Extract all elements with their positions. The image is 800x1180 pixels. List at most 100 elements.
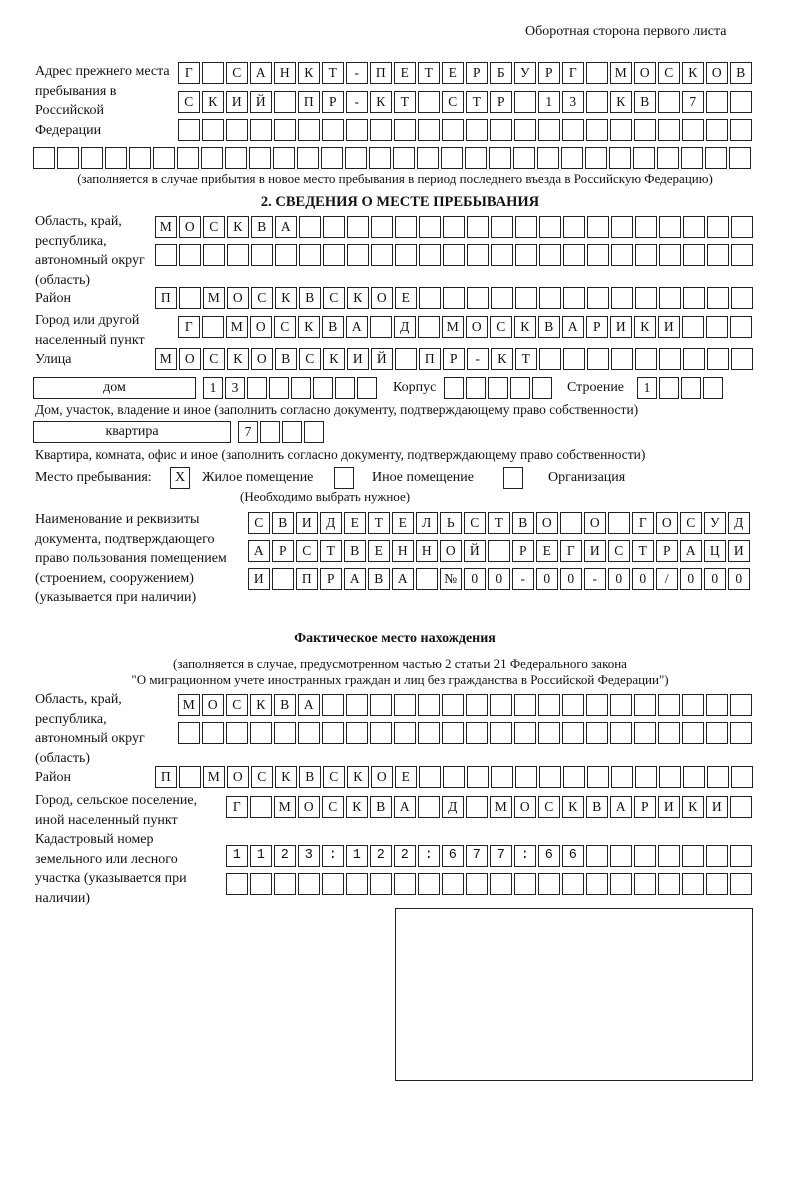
char-cell[interactable] xyxy=(57,147,79,169)
char-cell[interactable] xyxy=(322,722,344,744)
char-cell[interactable]: У xyxy=(514,62,536,84)
char-cell[interactable]: М xyxy=(178,694,200,716)
char-cell[interactable] xyxy=(369,147,391,169)
char-cell[interactable] xyxy=(371,244,393,266)
char-cell[interactable]: В xyxy=(299,287,321,309)
char-cell[interactable]: Е xyxy=(395,766,417,788)
char-cell[interactable] xyxy=(488,377,508,399)
char-cell[interactable] xyxy=(515,244,537,266)
char-cell[interactable]: - xyxy=(346,91,368,113)
char-cell[interactable]: Д xyxy=(394,316,416,338)
char-cell[interactable] xyxy=(514,694,536,716)
char-cell[interactable] xyxy=(658,873,680,895)
char-cell[interactable] xyxy=(539,348,561,370)
char-cell[interactable]: К xyxy=(202,91,224,113)
char-cell[interactable]: - xyxy=(584,568,606,590)
house-type-field[interactable]: дом xyxy=(33,377,196,399)
char-cell[interactable] xyxy=(538,873,560,895)
char-cell[interactable] xyxy=(707,216,729,238)
char-cell[interactable] xyxy=(105,147,127,169)
char-cell[interactable]: 0 xyxy=(608,568,630,590)
char-cell[interactable] xyxy=(683,216,705,238)
char-cell[interactable] xyxy=(609,147,631,169)
char-cell[interactable] xyxy=(538,119,560,141)
char-cell[interactable] xyxy=(269,377,289,399)
char-cell[interactable] xyxy=(202,62,224,84)
char-cell[interactable] xyxy=(491,766,513,788)
char-cell[interactable] xyxy=(489,147,511,169)
char-cell[interactable] xyxy=(467,766,489,788)
char-cell[interactable]: М xyxy=(274,796,296,818)
char-cell[interactable]: Д xyxy=(320,512,342,534)
char-cell[interactable]: Р xyxy=(466,62,488,84)
char-cell[interactable] xyxy=(346,694,368,716)
char-cell[interactable] xyxy=(658,91,680,113)
char-cell[interactable]: М xyxy=(610,62,632,84)
char-cell[interactable]: К xyxy=(250,694,272,716)
char-cell[interactable] xyxy=(634,119,656,141)
char-cell[interactable]: К xyxy=(346,796,368,818)
char-cell[interactable]: В xyxy=(322,316,344,338)
char-cell[interactable]: С xyxy=(226,694,248,716)
char-cell[interactable] xyxy=(513,147,535,169)
char-cell[interactable] xyxy=(658,694,680,716)
char-cell[interactable] xyxy=(203,244,225,266)
apt-number-row[interactable]: 7 xyxy=(238,421,326,445)
apt-type-field[interactable]: квартира xyxy=(33,421,231,443)
char-cell[interactable] xyxy=(226,119,248,141)
char-cell[interactable] xyxy=(444,377,464,399)
char-cell[interactable]: А xyxy=(275,216,297,238)
char-cell[interactable] xyxy=(129,147,151,169)
char-cell[interactable] xyxy=(491,244,513,266)
char-cell[interactable] xyxy=(394,694,416,716)
char-cell[interactable]: 0 xyxy=(464,568,486,590)
char-cell[interactable] xyxy=(706,316,728,338)
char-cell[interactable] xyxy=(443,287,465,309)
char-cell[interactable] xyxy=(563,766,585,788)
char-cell[interactable] xyxy=(682,722,704,744)
char-cell[interactable] xyxy=(490,119,512,141)
region-row-2[interactable] xyxy=(155,244,755,268)
char-cell[interactable] xyxy=(250,796,272,818)
char-cell[interactable] xyxy=(490,873,512,895)
char-cell[interactable] xyxy=(706,91,728,113)
char-cell[interactable] xyxy=(490,722,512,744)
char-cell[interactable] xyxy=(729,147,751,169)
char-cell[interactable]: С xyxy=(538,796,560,818)
char-cell[interactable]: О xyxy=(584,512,606,534)
char-cell[interactable]: В xyxy=(344,540,366,562)
char-cell[interactable] xyxy=(467,244,489,266)
char-cell[interactable]: К xyxy=(227,348,249,370)
char-cell[interactable] xyxy=(395,216,417,238)
char-cell[interactable]: У xyxy=(704,512,726,534)
char-cell[interactable] xyxy=(730,119,752,141)
char-cell[interactable]: С xyxy=(680,512,702,534)
char-cell[interactable]: О xyxy=(371,287,393,309)
char-cell[interactable]: М xyxy=(155,348,177,370)
char-cell[interactable] xyxy=(730,316,752,338)
char-cell[interactable]: Н xyxy=(274,62,296,84)
char-cell[interactable]: К xyxy=(275,766,297,788)
char-cell[interactable]: С xyxy=(226,62,248,84)
char-cell[interactable] xyxy=(514,873,536,895)
char-cell[interactable] xyxy=(681,377,701,399)
char-cell[interactable]: В xyxy=(368,568,390,590)
char-cell[interactable] xyxy=(346,873,368,895)
char-cell[interactable] xyxy=(634,873,656,895)
char-cell[interactable] xyxy=(730,796,752,818)
char-cell[interactable]: О xyxy=(202,694,224,716)
char-cell[interactable]: 1 xyxy=(637,377,657,399)
char-cell[interactable] xyxy=(418,845,440,867)
char-cell[interactable]: 3 xyxy=(562,91,584,113)
prev-address-row-4[interactable] xyxy=(33,147,753,171)
char-cell[interactable]: 1 xyxy=(203,377,223,399)
char-cell[interactable]: Т xyxy=(488,512,510,534)
char-cell[interactable]: Н xyxy=(392,540,414,562)
char-cell[interactable]: О xyxy=(179,216,201,238)
char-cell[interactable]: Е xyxy=(394,62,416,84)
char-cell[interactable] xyxy=(608,512,630,534)
char-cell[interactable] xyxy=(658,119,680,141)
char-cell[interactable]: Й xyxy=(371,348,393,370)
char-cell[interactable]: Т xyxy=(322,62,344,84)
